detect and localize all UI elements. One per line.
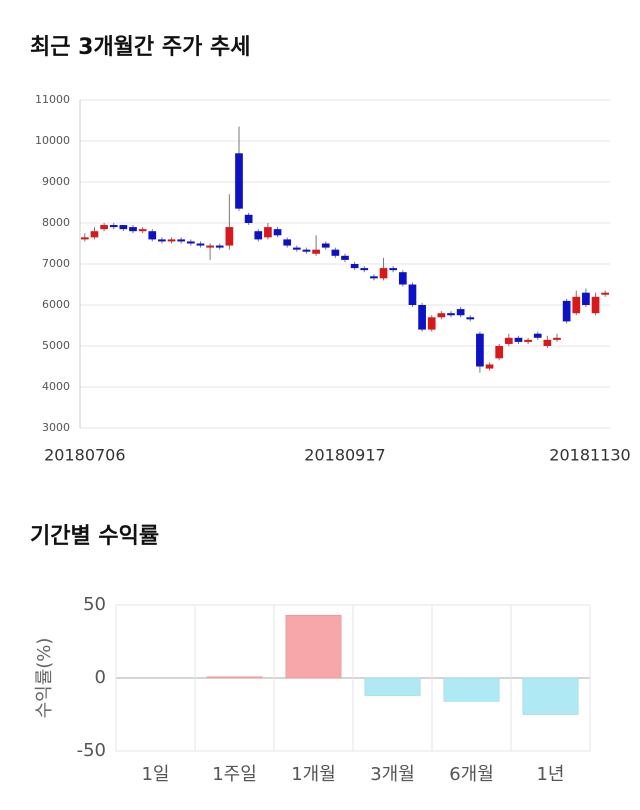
candle-body <box>302 249 311 252</box>
candle-body <box>235 153 243 209</box>
y-tick-label: 50 <box>83 594 106 615</box>
candle-body <box>167 239 176 242</box>
candle-body <box>273 229 282 236</box>
candle-body <box>466 317 475 320</box>
x-tick-label: 3개월 <box>370 764 415 785</box>
y-tick-label: 6000 <box>42 298 70 311</box>
candle-body <box>398 272 407 285</box>
candle-body <box>244 214 253 223</box>
candle-body <box>292 247 301 250</box>
candle-body <box>418 305 426 330</box>
candle-body <box>80 237 89 240</box>
x-tick-label: 20181130 <box>549 446 630 465</box>
candle-body <box>495 346 504 359</box>
candle-body <box>206 245 214 248</box>
candle-body <box>360 268 369 271</box>
candle-body <box>225 227 234 246</box>
candle-body <box>379 268 388 279</box>
candle-body <box>504 337 513 344</box>
candle-body <box>148 231 157 240</box>
y-tick-label: -50 <box>77 740 106 761</box>
y-tick-label: 10000 <box>35 134 70 147</box>
x-tick-label: 20180706 <box>44 446 125 465</box>
candle-body <box>370 276 378 279</box>
candle-body <box>119 225 128 230</box>
candle-body <box>254 231 263 240</box>
x-tick-label: 20180917 <box>304 446 385 465</box>
candle-body <box>601 292 610 295</box>
candle-body <box>158 239 166 242</box>
y-tick-label: 4000 <box>42 380 70 393</box>
bar <box>285 614 342 679</box>
chart-title: 기간별 수익률 <box>30 524 159 549</box>
candle-body <box>553 337 561 340</box>
candle-body <box>562 300 571 322</box>
candle-body <box>514 337 523 342</box>
candle-body <box>408 284 417 305</box>
x-tick-label: 6개월 <box>449 764 494 785</box>
candle-body <box>350 264 359 269</box>
y-axis-label: 수익률(%) <box>34 638 55 719</box>
candle-body <box>341 255 349 260</box>
candle-body <box>264 227 272 238</box>
candle-body <box>321 243 330 248</box>
candle-body <box>177 239 186 242</box>
y-tick-label: 3000 <box>42 421 70 434</box>
candle-body <box>582 292 590 305</box>
candle-body <box>427 317 436 330</box>
candle-body <box>437 313 446 318</box>
candle-body <box>129 227 137 232</box>
x-tick-label: 1년 <box>536 764 564 785</box>
x-tick-label: 1일 <box>141 764 169 785</box>
x-tick-label: 1주일 <box>212 764 257 785</box>
x-tick-label: 1개월 <box>291 764 336 785</box>
candle-body <box>100 225 108 230</box>
candle-body <box>485 364 494 369</box>
candle-body <box>591 296 600 314</box>
bar <box>522 677 579 715</box>
chart-title: 최근 3개월간 주가 추세 <box>30 35 250 60</box>
candle-body <box>283 239 292 246</box>
candle-body <box>389 268 398 271</box>
candle-body <box>533 333 542 338</box>
y-tick-label: 5000 <box>42 339 70 352</box>
y-tick-label: 7000 <box>42 257 70 270</box>
candle-body <box>138 229 147 232</box>
y-tick-label: 8000 <box>42 216 70 229</box>
bar <box>206 676 263 679</box>
candle-body <box>572 296 581 314</box>
candle-body <box>109 225 118 228</box>
candle-body <box>215 245 224 248</box>
candle-body <box>90 231 99 238</box>
bar <box>443 677 500 702</box>
candle-body <box>447 313 455 316</box>
candle-body <box>312 249 320 254</box>
y-tick-label: 11000 <box>35 93 70 106</box>
candle-body <box>524 339 532 342</box>
y-tick-label: 0 <box>95 667 106 688</box>
candle-body <box>331 249 340 256</box>
candle-body <box>476 333 484 367</box>
candle-body <box>196 243 205 246</box>
candle-body <box>543 339 552 346</box>
bar <box>364 677 421 696</box>
candle-body <box>186 241 195 244</box>
y-tick-label: 9000 <box>42 175 70 188</box>
candle-body <box>456 309 465 316</box>
